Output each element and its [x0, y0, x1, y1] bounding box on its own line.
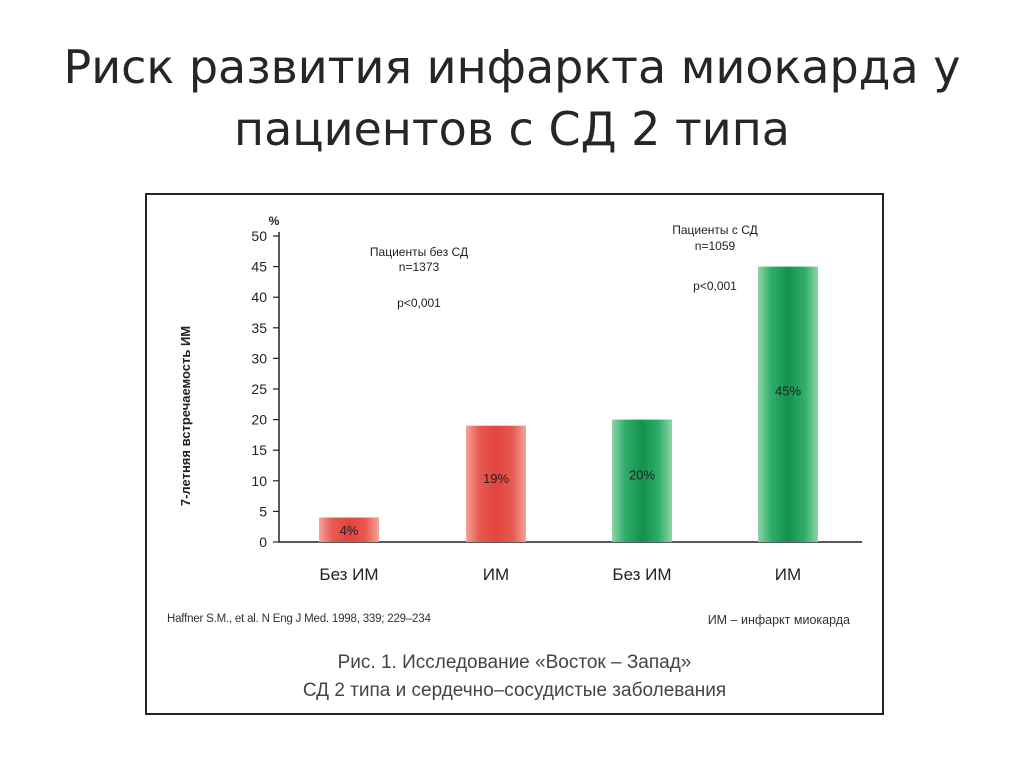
bar-data-label: 4% — [340, 523, 359, 538]
y-tick-label: 10 — [251, 473, 267, 489]
slide-title: Риск развития инфаркта миокарда у пациен… — [60, 36, 964, 160]
bar-data-label: 45% — [775, 384, 801, 399]
x-category-label: Без ИМ — [319, 565, 378, 584]
y-tick-label: 30 — [251, 350, 267, 366]
y-tick-label: 5 — [259, 503, 267, 519]
y-tick-label: 15 — [251, 442, 267, 458]
group-2-n: n=1059 — [695, 239, 736, 253]
x-category-label: Без ИМ — [612, 565, 671, 584]
bar — [319, 517, 379, 542]
bar — [466, 425, 526, 542]
caption-line-2: СД 2 типа и сердечно–сосудистые заболева… — [302, 680, 727, 701]
bar — [758, 266, 818, 542]
y-tick-label: 25 — [251, 381, 267, 397]
figure-caption: Рис. 1. Исследование «Восток – Запад» СД… — [147, 649, 882, 705]
group-1-title: Пациенты без СД — [370, 245, 468, 259]
y-tick-label: 0 — [259, 534, 267, 550]
y-tick-label: 45 — [251, 259, 267, 275]
slide-title-line-2: пациентов с СД 2 типа — [234, 102, 790, 156]
y-tick-label: 40 — [251, 289, 267, 305]
x-category-label: ИМ — [775, 565, 801, 584]
y-axis-label: 7-летняя встречаемость ИМ — [178, 326, 193, 506]
bar-data-label: 19% — [483, 471, 509, 486]
bar-chart: % 7-летняя встречаемость ИМ Пациенты без… — [178, 214, 862, 584]
x-category-label: ИМ — [483, 565, 509, 584]
y-unit-label: % — [269, 214, 280, 228]
reference-citation: Haffner S.M., et al. N Eng J Med. 1998, … — [167, 613, 431, 625]
y-tick-label: 35 — [251, 320, 267, 336]
bar-data-label: 20% — [629, 468, 655, 483]
abbreviation-note: ИМ – инфаркт миокарда — [707, 613, 850, 627]
y-tick-label: 20 — [251, 412, 267, 428]
group-1-n: n=1373 — [399, 260, 440, 274]
group-1-p: p<0,001 — [397, 296, 441, 310]
group-2-title: Пациенты с СД — [672, 223, 758, 237]
group-2-p: p<0,001 — [693, 279, 737, 293]
figure-frame: % 7-летняя встречаемость ИМ Пациенты без… — [145, 193, 884, 715]
slide-title-line-1: Риск развития инфаркта миокарда у — [63, 40, 961, 94]
caption-line-1: Рис. 1. Исследование «Восток – Запад» — [337, 652, 692, 673]
bar — [612, 419, 672, 542]
y-tick-label: 50 — [251, 228, 267, 244]
